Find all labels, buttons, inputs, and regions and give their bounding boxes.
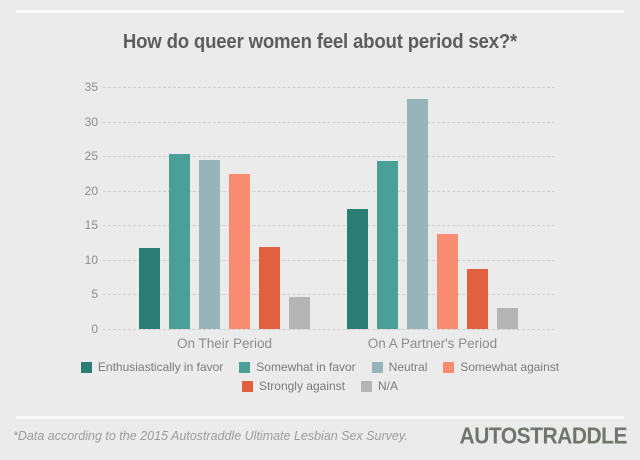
gridline: [103, 121, 555, 123]
y-tick-label: 20: [84, 183, 98, 198]
bar-group: [347, 87, 518, 329]
bar: [199, 160, 220, 329]
gridline: [103, 225, 555, 227]
bar: [467, 269, 488, 329]
legend-swatch: [371, 361, 383, 373]
y-tick-label: 0: [91, 322, 98, 336]
legend-swatch: [239, 361, 251, 373]
gridline: [103, 190, 555, 192]
legend-swatch: [241, 380, 253, 392]
bar: [139, 248, 160, 329]
legend-item: Strongly against: [241, 379, 346, 393]
legend-swatch: [443, 361, 455, 373]
footer-divider: [16, 416, 624, 419]
bar: [289, 297, 310, 329]
gridline: [103, 329, 555, 330]
chart-title: How do queer women feel about period sex…: [122, 31, 518, 53]
legend-item: N/A: [361, 379, 398, 393]
footnote: *Data according to the 2015 Autostraddle…: [13, 429, 408, 443]
x-axis-label: On A Partner's Period: [367, 336, 498, 351]
y-tick-label: 35: [84, 80, 98, 94]
plot-area: [103, 87, 555, 330]
gridline: [103, 156, 555, 158]
bar-group: [139, 87, 310, 329]
legend-label: Somewhat against: [460, 360, 560, 374]
legend-item: Somewhat in favor: [239, 360, 356, 374]
y-tick-label: 30: [84, 114, 98, 129]
gridline: [103, 294, 555, 296]
legend-label: Strongly against: [258, 379, 346, 393]
bar: [347, 209, 368, 329]
legend-label: Enthusiastically in favor: [97, 360, 224, 374]
legend-swatch: [361, 380, 373, 392]
autostraddle-logo: AUTOSTRADDLE: [459, 423, 628, 450]
legend-item: Enthusiastically in favor: [80, 360, 224, 374]
bar: [377, 161, 398, 329]
legend-swatch: [80, 361, 92, 373]
legend-item: Somewhat against: [443, 360, 559, 374]
gridline: [103, 87, 555, 88]
bar: [229, 174, 250, 329]
legend-row: Strongly against N/A: [0, 379, 640, 393]
gridline: [103, 259, 555, 261]
legend-label: N/A: [378, 379, 399, 393]
bar: [169, 154, 190, 329]
legend-label: Somewhat in favor: [256, 360, 356, 374]
bar: [407, 99, 428, 329]
bar: [437, 234, 458, 329]
bar: [497, 308, 518, 329]
legend-label: Neutral: [388, 360, 428, 374]
legend: Enthusiastically in favor Somewhat in fav…: [0, 360, 640, 393]
x-axis-label: On Their Period: [176, 336, 273, 351]
y-tick-label: 10: [84, 252, 98, 267]
legend-item: Neutral: [371, 360, 428, 374]
y-tick-label: 5: [91, 287, 98, 302]
bar: [259, 247, 280, 329]
legend-row: Enthusiastically in favor Somewhat in fav…: [0, 360, 640, 374]
top-divider: [16, 10, 624, 13]
y-tick-label: 25: [84, 149, 98, 164]
y-tick-label: 15: [84, 218, 98, 233]
